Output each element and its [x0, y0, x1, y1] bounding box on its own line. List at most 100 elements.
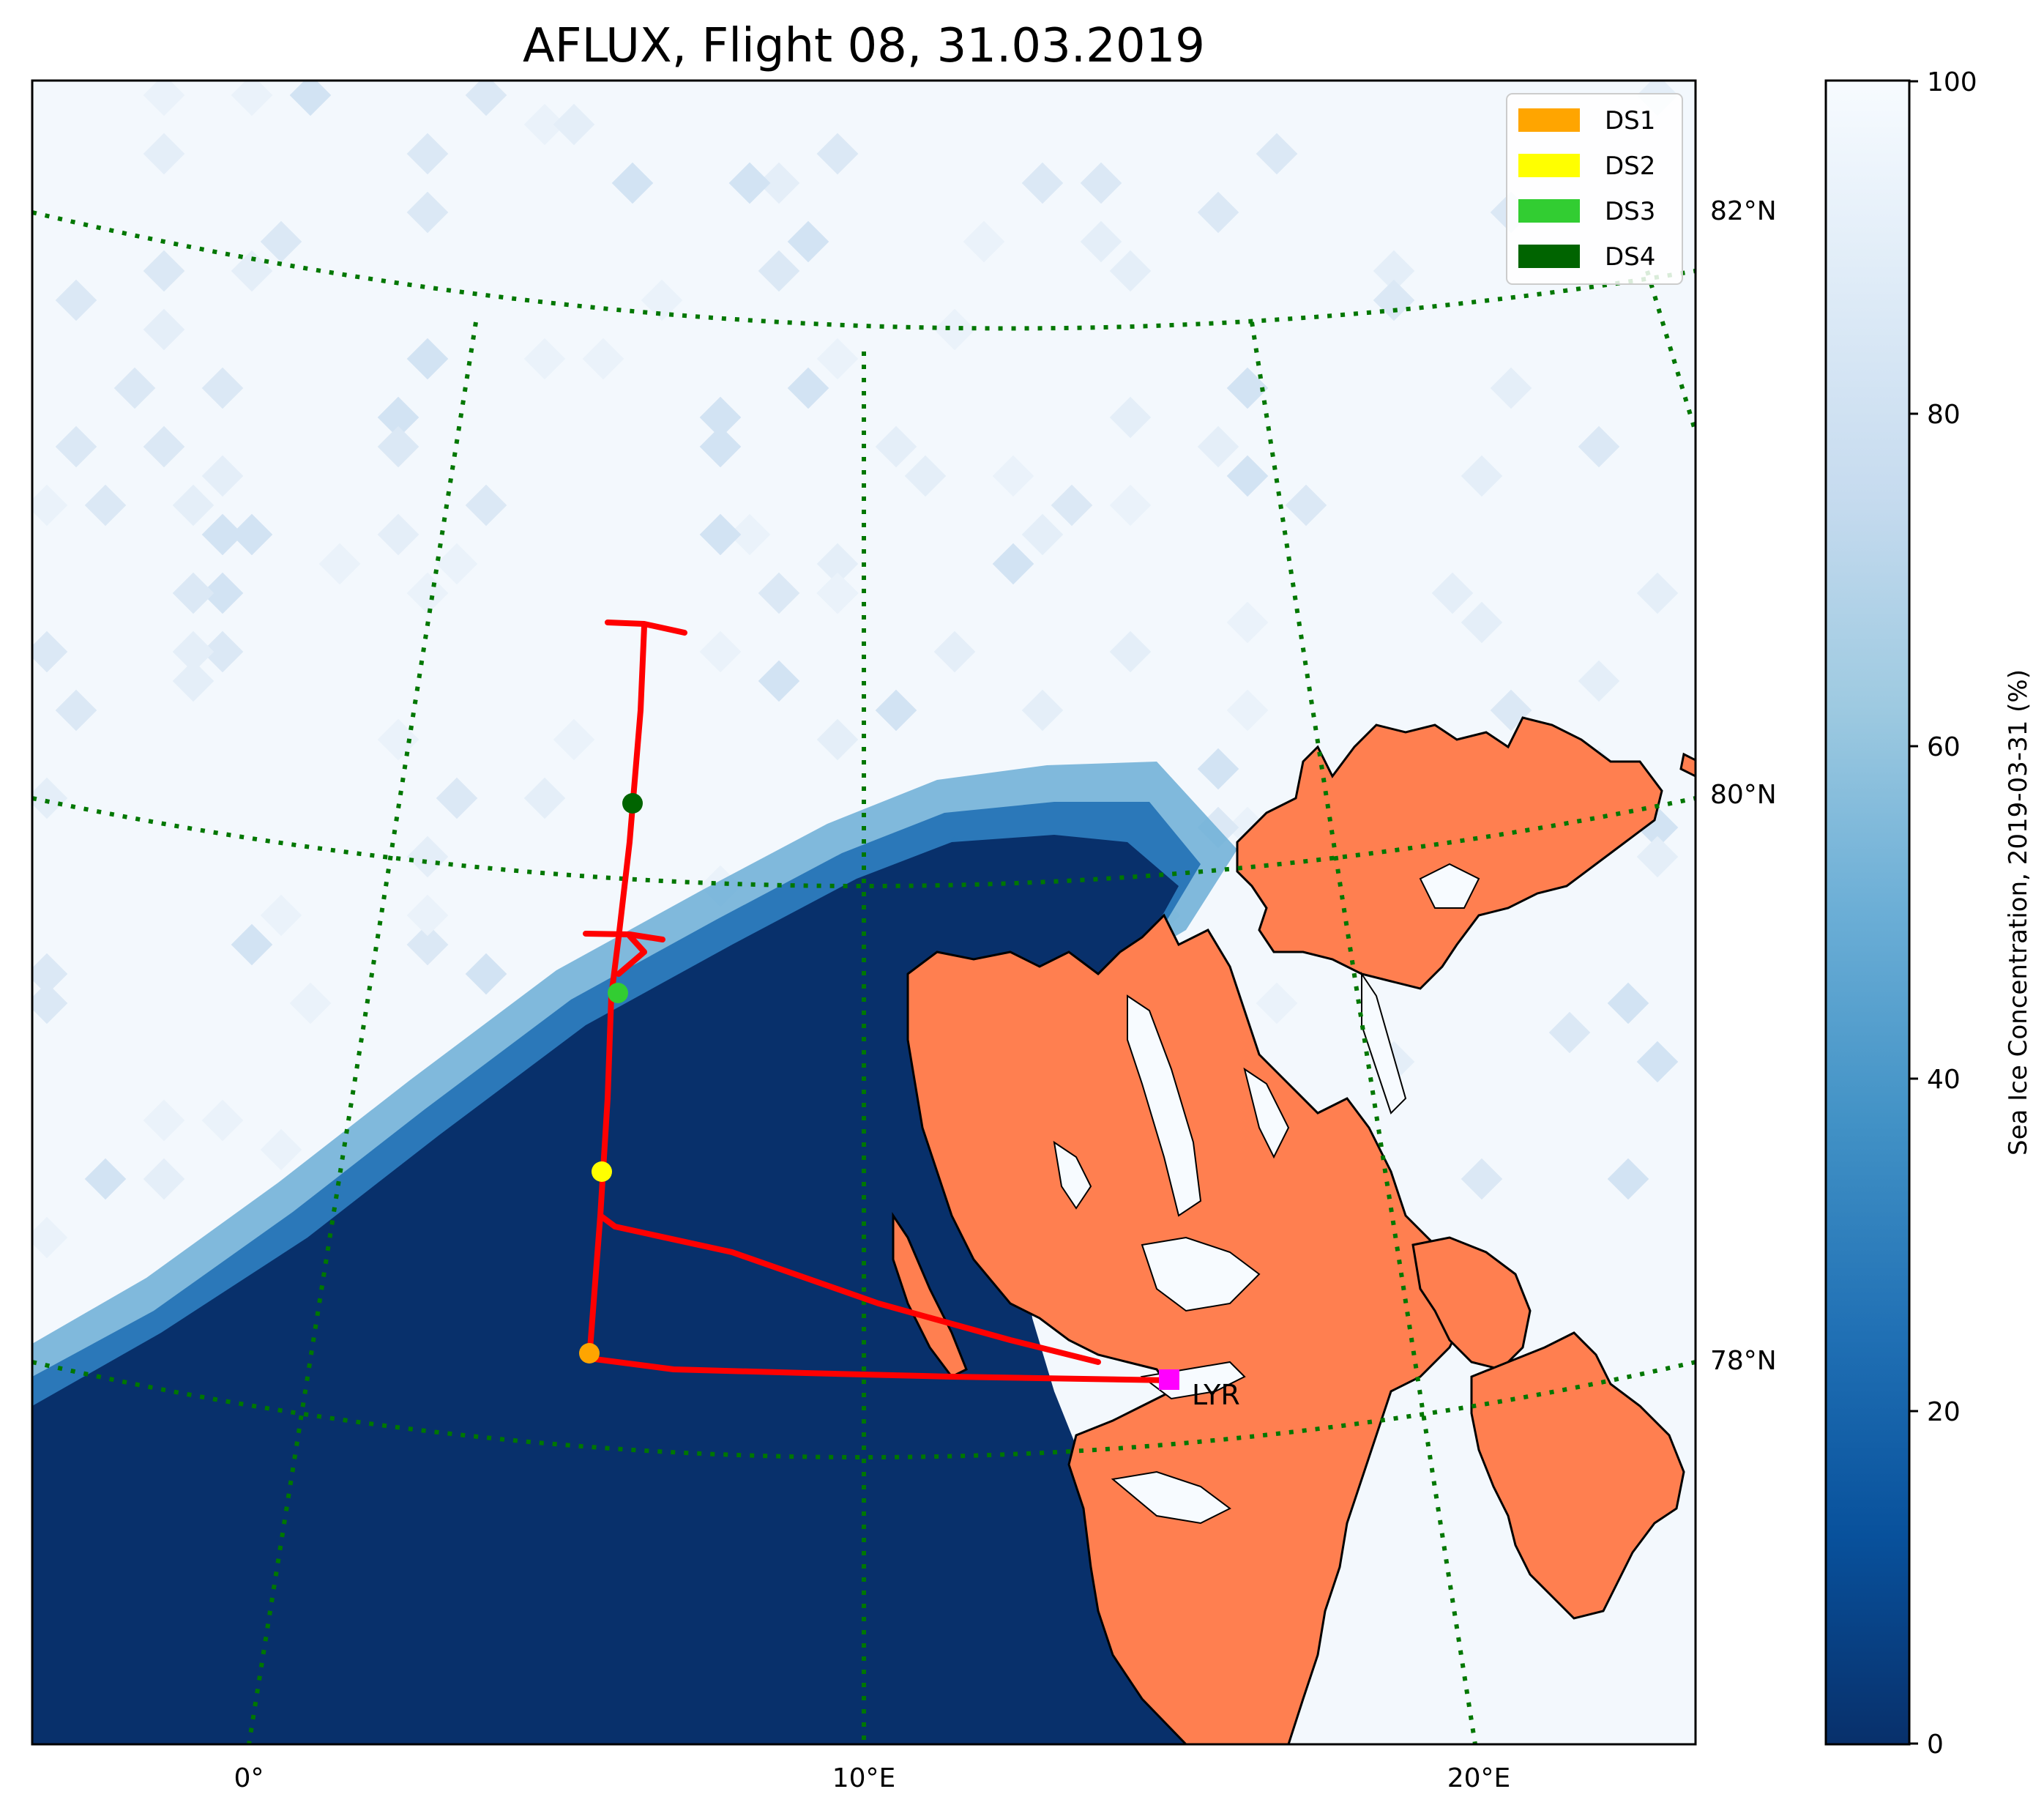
ice-cell: [816, 133, 859, 175]
ice-cell: [933, 308, 976, 351]
ice-cell: [816, 543, 859, 585]
ice-cell: [728, 513, 771, 556]
ice-cell: [992, 543, 1034, 585]
ice-cell: [1578, 660, 1620, 702]
ice-cell: [699, 396, 742, 439]
ice-cell: [875, 689, 917, 732]
track-mid-loop: [616, 933, 647, 977]
ice-cell: [32, 953, 68, 995]
ice-cell: [699, 630, 742, 673]
ice-cell: [406, 894, 449, 937]
nordaustlandet-island: [1236, 716, 1663, 990]
graticule: [32, 210, 1696, 1744]
ice-cell: [699, 513, 742, 556]
ice-cell: [1021, 162, 1064, 204]
map-title: AFLUX, Flight 08, 31.03.2019: [523, 19, 1205, 73]
flight-track: [583, 620, 1174, 1383]
ice-cell: [143, 1099, 185, 1142]
ice-cell: [816, 338, 859, 380]
map-frame: [31, 79, 1697, 1746]
ice-cell: [436, 543, 478, 585]
ice-cell: [1607, 982, 1649, 1024]
ice-cell: [143, 133, 185, 175]
legend-label-ds3: DS3: [1605, 197, 1655, 226]
track-return: [597, 1213, 1101, 1365]
ice-cell: [377, 425, 419, 468]
ice-cell: [1226, 689, 1269, 732]
map-panel: LYR: [32, 81, 1696, 1744]
legend-label-ds1: DS1: [1605, 106, 1655, 135]
ice-cell: [1461, 1158, 1503, 1200]
ice-cell: [1578, 425, 1620, 468]
ice-cell: [1461, 455, 1503, 497]
legend: DS1 DS2 DS3 DS4: [1506, 93, 1683, 285]
ice-cell: [933, 630, 976, 673]
ice-cell: [84, 1158, 127, 1200]
ice-cell: [816, 718, 859, 761]
barentsoya-island: [1411, 1236, 1532, 1371]
ice-cell: [1109, 484, 1152, 527]
ice-cell: [1109, 630, 1152, 673]
ice-cell: [1373, 250, 1415, 292]
glacier-5: [1053, 1140, 1092, 1210]
meridian-20E: [1250, 321, 1477, 1744]
glacier-2: [1243, 1067, 1290, 1159]
colorbar-tick-40: 40: [1927, 1065, 1961, 1095]
ice-cell: [32, 777, 68, 819]
ice-cell: [1636, 572, 1679, 614]
glacier-6: [1111, 1470, 1231, 1525]
ice-cell: [436, 777, 478, 819]
ice-cell: [465, 484, 507, 527]
lyr-label: LYR: [1192, 1379, 1240, 1411]
ice-cell: [1461, 601, 1503, 644]
ice-cell: [758, 660, 800, 702]
dropsonde-ds3-marker: [608, 983, 628, 1003]
dropsonde-ds2-marker: [592, 1161, 612, 1182]
dropsonde-ds1-marker: [579, 1343, 600, 1364]
ice-cell: [1197, 748, 1239, 790]
ice-cell: [758, 162, 800, 204]
ice-cell: [406, 572, 449, 614]
ice-cell: [1197, 425, 1239, 468]
legend-swatch-ds4: [1518, 245, 1580, 268]
open-water: [32, 835, 1186, 1744]
ice-cell: [904, 455, 947, 497]
legend-label-ds2: DS2: [1605, 152, 1655, 181]
ice-cell: [992, 455, 1034, 497]
ice-cell: [1109, 250, 1152, 292]
track-leg-north: [586, 623, 647, 1361]
meridian-0: [247, 321, 478, 1744]
ice-cell: [1548, 1011, 1591, 1054]
ice-cell: [787, 367, 829, 409]
ice-cell: [1080, 220, 1122, 263]
glaciers: [1053, 863, 1480, 1525]
lon-label-0: 0°: [234, 1763, 264, 1793]
dropsonde-ds4-marker: [622, 793, 643, 814]
legend-label-ds4: DS4: [1605, 242, 1655, 272]
ice-cell: [1109, 396, 1152, 439]
ice-cell: [963, 220, 1005, 263]
colorbar-tick-60: 60: [1927, 732, 1961, 762]
ice-cell: [289, 982, 332, 1024]
lat-label-82n: 82°N: [1710, 196, 1777, 226]
ice-cell: [1285, 484, 1327, 527]
lon-label-10e: 10°E: [832, 1763, 896, 1793]
colorbar-label: Sea Ice Concentration, 2019-03-31 (%): [2004, 669, 2033, 1156]
legend-swatch-ds2: [1518, 154, 1580, 177]
ice-cell: [758, 572, 800, 614]
ice-cell: [260, 1128, 302, 1171]
ice-cell: [406, 836, 449, 878]
ice-cell: [406, 923, 449, 966]
ice-cell: [1226, 367, 1269, 409]
lat-label-80n: 80°N: [1710, 780, 1777, 810]
ice-cell: [32, 982, 68, 1024]
glacier-4: [1361, 971, 1407, 1115]
ice-cell: [143, 81, 185, 116]
colorbar-tick-20: 20: [1927, 1397, 1961, 1427]
legend-swatch-ds3: [1518, 199, 1580, 223]
ice-cell: [377, 718, 419, 761]
ice-cell: [1636, 1041, 1679, 1083]
lon-label-20e: 20°E: [1447, 1763, 1511, 1793]
colorbar-ticks: [1909, 80, 1918, 1745]
ice-cell: [143, 1158, 185, 1200]
